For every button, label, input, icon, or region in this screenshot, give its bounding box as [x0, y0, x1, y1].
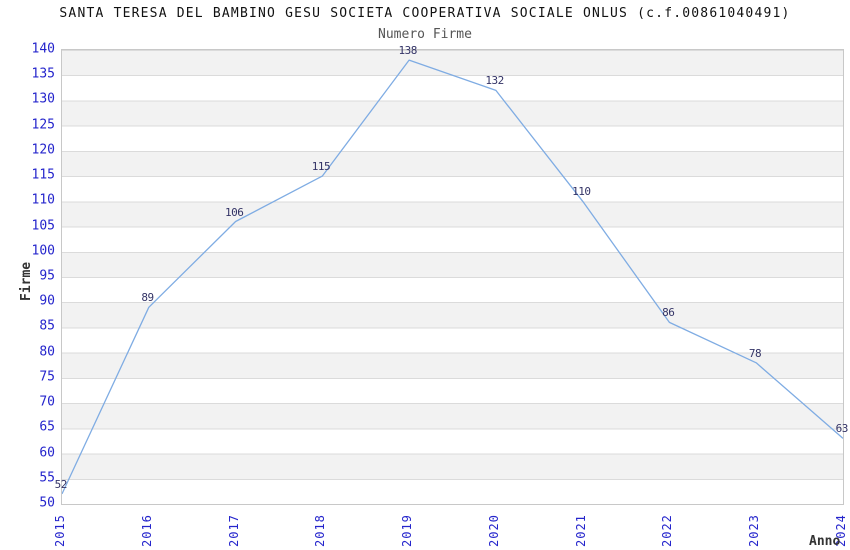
y-tick-label: 70 — [39, 394, 55, 410]
y-tick-label: 90 — [39, 293, 55, 309]
x-tick-label: 2019 — [400, 514, 415, 547]
data-point-label: 115 — [311, 160, 331, 174]
x-tick-label: 2015 — [53, 514, 67, 547]
y-tick-label: 65 — [39, 419, 55, 435]
data-point-label: 110 — [572, 185, 591, 199]
data-point-label: 86 — [662, 306, 675, 320]
y-tick-label: 85 — [39, 318, 55, 334]
y-tick-label: 100 — [31, 243, 55, 259]
x-tick-label: 2021 — [573, 514, 588, 547]
data-point-label: 106 — [224, 205, 244, 219]
y-tick-label: 75 — [39, 369, 55, 385]
x-tick-label: 2016 — [139, 514, 154, 547]
plot-area — [61, 49, 844, 505]
x-tick-label: 2023 — [747, 514, 762, 547]
data-point-label: 52 — [54, 477, 68, 491]
x-tick-label: 2022 — [660, 514, 675, 547]
x-tick-label: 2020 — [486, 514, 501, 547]
y-tick-label: 105 — [31, 218, 55, 234]
y-tick-label: 50 — [39, 495, 55, 511]
y-tick-label: 115 — [31, 167, 55, 183]
x-axis-label: Anno — [809, 534, 841, 549]
y-tick-label: 120 — [31, 142, 55, 158]
x-tick-label: 2018 — [313, 514, 328, 547]
series-polyline — [62, 59, 843, 495]
x-tick-label: 2017 — [226, 514, 241, 547]
y-tick-label: 60 — [39, 445, 55, 461]
data-point-label: 132 — [485, 74, 504, 88]
y-tick-label: 110 — [31, 192, 55, 208]
y-tick-label: 140 — [31, 41, 55, 57]
y-tick-label: 80 — [39, 344, 55, 360]
data-point-label: 63 — [835, 422, 849, 436]
data-point-label: 78 — [748, 346, 762, 360]
chart-title: SANTA TERESA DEL BAMBINO GESU SOCIETA CO… — [59, 6, 791, 21]
line-series-svg — [62, 59, 843, 495]
y-axis-label: Firme — [19, 261, 34, 301]
chart-subtitle: Numero Firme — [378, 27, 472, 42]
data-point-label: 89 — [141, 291, 154, 305]
y-tick-label: 55 — [39, 470, 55, 486]
y-tick-label: 130 — [31, 91, 55, 107]
y-tick-label: 135 — [31, 66, 55, 82]
y-tick-label: 125 — [31, 117, 55, 133]
y-tick-label: 95 — [39, 268, 55, 284]
data-point-label: 138 — [398, 44, 418, 58]
